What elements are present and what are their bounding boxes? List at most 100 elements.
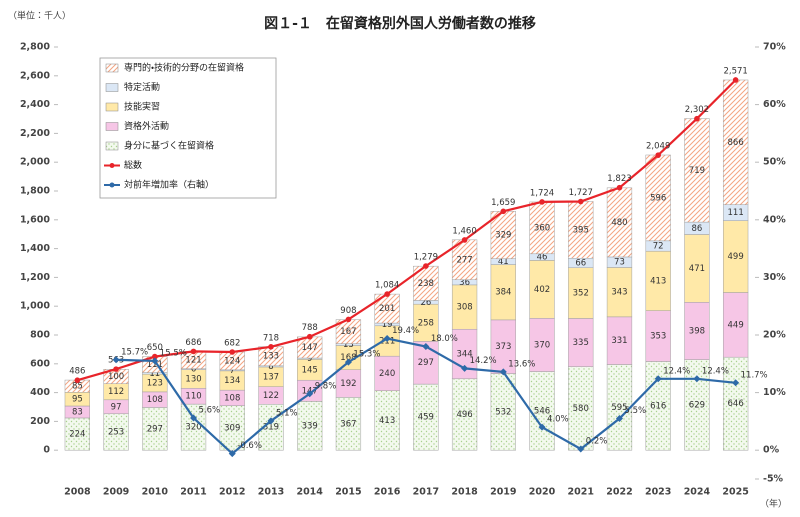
bar-label: 66 (575, 259, 586, 269)
rate-label: 15.5% (160, 348, 187, 358)
bar-segment (606, 364, 633, 451)
bar-segment (645, 250, 671, 311)
bar-segment (606, 316, 633, 365)
y-tick-label: 2,800 (20, 42, 50, 53)
bar-label: 309 (224, 423, 240, 433)
bar-segment (684, 118, 710, 223)
bar-segment (529, 371, 555, 451)
y2-tick-label: 20% (763, 330, 786, 341)
bar-label: 866 (728, 138, 744, 148)
bar-label: 112 (108, 387, 124, 397)
bar-label: 192 (340, 379, 356, 389)
line-marker (732, 379, 740, 387)
y-tick-label: 800 (30, 330, 50, 341)
x-tick-label: 2016 (374, 487, 401, 498)
bar-segment (645, 310, 671, 362)
bar-segment (684, 359, 710, 451)
x-tick-label: 2012 (219, 487, 245, 498)
bar-label: 238 (418, 279, 434, 289)
rate-label: 11.7% (741, 370, 768, 380)
bar-segment (490, 319, 516, 374)
bar-segment (451, 378, 478, 451)
bar-label: 331 (611, 336, 627, 346)
bar-label: 360 (534, 223, 550, 233)
rate-label: 12.4% (702, 366, 729, 376)
total-label: 682 (224, 338, 240, 348)
bar-segment (335, 397, 362, 451)
line-marker (539, 199, 545, 205)
total-label: 2,302 (685, 105, 709, 115)
bar-label: 85 (72, 382, 83, 392)
total-label: 1,823 (607, 174, 631, 184)
total-label: 1,460 (452, 226, 476, 236)
bar-label: 335 (573, 338, 589, 348)
bar-label: 546 (534, 406, 550, 416)
bar-label: 9 (307, 354, 312, 364)
legend-label: 身分に基づく在留資格 (124, 140, 214, 152)
x-tick-label: 2020 (529, 487, 556, 498)
bar-label: 297 (418, 358, 434, 368)
line-marker (655, 152, 661, 158)
total-label: 718 (263, 333, 279, 343)
y-tick-label: 600 (30, 358, 50, 369)
bar-label: 111 (728, 208, 744, 218)
line-marker (344, 358, 352, 366)
bar-label: 580 (573, 404, 589, 414)
rate-label: -0.6% (237, 441, 262, 451)
y-tick-label: 1,200 (20, 272, 50, 283)
chart-title: 図１-１ 在留資格別外国人労働者数の推移 (264, 15, 536, 32)
line-marker (268, 344, 274, 350)
bar-label: 343 (611, 288, 627, 298)
bar-label: 121 (185, 355, 201, 365)
bar-segment (529, 318, 555, 372)
bar-label: 413 (650, 276, 666, 286)
line-marker (500, 208, 507, 215)
bar-label: 19 (382, 320, 393, 330)
bar-label: 145 (302, 365, 318, 375)
bar-label: 329 (495, 230, 511, 240)
line-marker (423, 263, 429, 269)
legend: 専門的・技術的分野の在留資格特定活動技能実習資格外活動身分に基づく在留資格総数対… (99, 57, 277, 199)
bar-label: 532 (495, 407, 511, 417)
legend-label: 特定活動 (124, 81, 160, 93)
legend-marker (109, 182, 115, 188)
bar-label: 134 (224, 376, 240, 386)
y-tick-label: 1,000 (20, 301, 50, 312)
bar-label: 13 (343, 340, 354, 350)
x-tick-label: 2010 (142, 487, 169, 498)
bar-segment (684, 302, 710, 360)
line-marker (732, 77, 739, 83)
y2-tick-label: 70% (763, 42, 786, 53)
bar-segment (722, 220, 749, 293)
x-tick-label: 2019 (490, 487, 516, 498)
legend-swatch (105, 122, 119, 131)
bar-segment (568, 318, 594, 367)
line-marker (461, 364, 469, 372)
line-marker (615, 415, 623, 423)
line-marker (577, 198, 584, 205)
bar-label: 8 (268, 362, 273, 372)
bar-segment (258, 404, 284, 451)
line-marker (112, 356, 120, 364)
y-tick-label: 1,800 (20, 186, 50, 197)
line-marker (151, 357, 159, 365)
bar-segment (529, 201, 555, 255)
bar-label: 110 (185, 392, 201, 402)
bar-label: 449 (728, 320, 744, 330)
line-marker (693, 375, 701, 383)
bar-label: 73 (614, 258, 625, 268)
x-tick-label: 2013 (258, 487, 284, 498)
bar-segment (413, 383, 439, 451)
x-tick-label: 2008 (64, 487, 91, 498)
bar-label: 297 (147, 424, 163, 434)
legend-label: 対前年増加率（右軸） (124, 179, 214, 191)
bar-label: 167 (340, 327, 356, 337)
line (77, 79, 737, 382)
bar-label: 459 (418, 413, 434, 423)
y-tick-label: 2,000 (20, 157, 50, 168)
total-label: 1,727 (569, 188, 593, 198)
x-tick-label: 2024 (684, 487, 711, 498)
total-label: 650 (147, 343, 163, 353)
x-tick-label: 2015 (335, 487, 361, 498)
